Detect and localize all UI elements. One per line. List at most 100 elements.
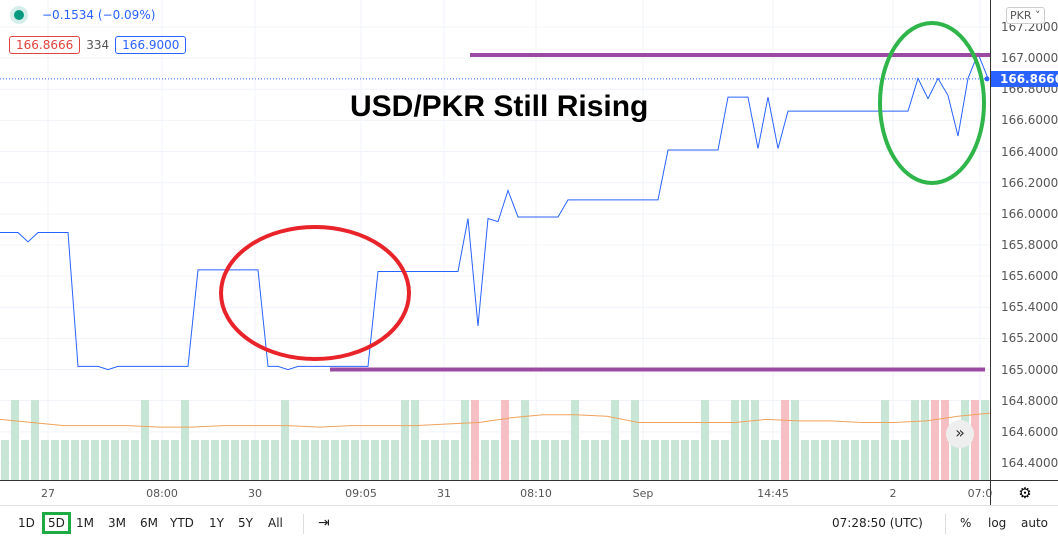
volume-bar <box>931 400 939 480</box>
y-tick-label: 166.2000 <box>1001 175 1058 190</box>
range-1d-button[interactable]: 1D <box>18 516 35 530</box>
volume-bar <box>691 440 699 480</box>
spread: 334 <box>86 38 110 52</box>
sell-price-button[interactable]: 166.8666 <box>9 36 81 54</box>
volume-bar <box>391 440 399 480</box>
volume-bar <box>811 440 819 480</box>
market-status-icon <box>14 10 24 20</box>
y-tick-label: 166.6000 <box>1001 113 1058 128</box>
range-5y-button[interactable]: 5Y <box>238 516 253 530</box>
y-tick-label: 165.0000 <box>1001 362 1058 377</box>
range-5d-button[interactable]: 5D <box>42 512 71 534</box>
gear-icon[interactable]: ⚙ <box>990 480 1058 506</box>
volume-bar <box>891 440 899 480</box>
volume-bar <box>321 440 329 480</box>
volume-bar <box>11 400 19 480</box>
currency-select[interactable]: PKR ˅ <box>1006 7 1045 24</box>
volume-bar <box>761 440 769 480</box>
y-tick-label: 165.6000 <box>1001 269 1058 284</box>
volume-bar <box>301 440 309 480</box>
volume-bar <box>271 440 279 480</box>
volume-bar <box>721 440 729 480</box>
y-tick-label: 165.2000 <box>1001 331 1058 346</box>
volume-bar <box>261 440 269 480</box>
volume-bar <box>521 400 529 480</box>
volume-bar <box>581 440 589 480</box>
volume-bar <box>281 400 289 480</box>
y-tick-label: 166.4000 <box>1001 144 1058 159</box>
time-axis[interactable]: 27 08:00 30 09:05 31 08:10 Sep 14:45 2 07:0 <box>0 480 992 506</box>
green-circle-annotation <box>878 21 986 185</box>
volume-bar <box>921 400 929 480</box>
x-tick-label: 14:45 <box>757 487 789 500</box>
x-tick-label: 08:00 <box>146 487 178 500</box>
volume-bar <box>831 440 839 480</box>
volume-bar <box>141 400 149 480</box>
x-tick-label: 08:10 <box>520 487 552 500</box>
price-axis[interactable]: 167.2000 167.0000 166.8000 166.6000 166.4000… <box>990 0 1058 480</box>
goto-date-icon[interactable]: ⇥ <box>318 515 330 531</box>
volume-bar <box>441 440 449 480</box>
volume-bar <box>411 400 419 480</box>
volume-bar <box>471 400 479 480</box>
price-chart[interactable] <box>0 0 990 480</box>
volume-bar <box>971 400 979 480</box>
volume-bar <box>71 440 79 480</box>
volume-bar <box>671 440 679 480</box>
double-chevron-right-icon[interactable]: » <box>946 420 974 448</box>
percent-toggle[interactable]: % <box>960 516 972 530</box>
y-tick-label: 167.0000 <box>1001 51 1058 66</box>
volume-bar <box>21 440 29 480</box>
x-tick-label: 31 <box>437 487 451 500</box>
volume-bar <box>941 400 949 480</box>
volume-bar <box>561 440 569 480</box>
volume-bar <box>871 440 879 480</box>
x-tick-label: 30 <box>248 487 262 500</box>
volume-bar <box>801 440 809 480</box>
range-1m-button[interactable]: 1M <box>76 516 94 530</box>
volume-bar <box>981 400 989 480</box>
volume-bar <box>531 440 539 480</box>
volume-bar <box>161 440 169 480</box>
volume-bar <box>851 440 859 480</box>
volume-bar <box>171 440 179 480</box>
volume-bar <box>151 440 159 480</box>
range-ytd-button[interactable]: YTD <box>170 516 194 530</box>
range-6m-button[interactable]: 6M <box>140 516 158 530</box>
volume-bar <box>501 400 509 480</box>
y-tick-label: 164.4000 <box>1001 455 1058 470</box>
volume-bar <box>701 400 709 480</box>
volume-bar <box>131 440 139 480</box>
volume-bar <box>821 440 829 480</box>
volume-bar <box>311 440 319 480</box>
range-all-button[interactable]: All <box>268 516 283 530</box>
volume-bar <box>421 440 429 480</box>
log-toggle[interactable]: log <box>988 516 1007 530</box>
volume-bar <box>211 440 219 480</box>
volume-bar <box>481 440 489 480</box>
auto-toggle[interactable]: auto <box>1021 516 1049 530</box>
volume-bar <box>571 400 579 480</box>
volume-bar <box>61 440 69 480</box>
moving-average-line <box>0 412 990 428</box>
y-tick-label: 165.4000 <box>1001 300 1058 315</box>
volume-bar <box>351 440 359 480</box>
buy-price-button[interactable]: 166.9000 <box>115 36 187 54</box>
volume-bar <box>751 400 759 480</box>
x-tick-label: 27 <box>41 487 55 500</box>
range-3m-button[interactable]: 3M <box>108 516 126 530</box>
volume-bar <box>661 440 669 480</box>
x-tick-label: 2 <box>889 487 897 500</box>
volume-bar <box>881 400 889 480</box>
change-value: −0.1534 (−0.09%) <box>42 8 156 22</box>
volume-bar <box>601 440 609 480</box>
y-tick-label: 166.0000 <box>1001 206 1058 221</box>
range-1y-button[interactable]: 1Y <box>209 516 224 530</box>
x-tick-label: 09:05 <box>345 487 377 500</box>
volume-bar <box>611 400 619 480</box>
volume-bar <box>91 440 99 480</box>
bid-ask: 166.8666 334 166.9000 <box>9 36 187 54</box>
volume-bar <box>711 440 719 480</box>
volume-bar <box>341 440 349 480</box>
red-circle-annotation <box>219 225 411 361</box>
